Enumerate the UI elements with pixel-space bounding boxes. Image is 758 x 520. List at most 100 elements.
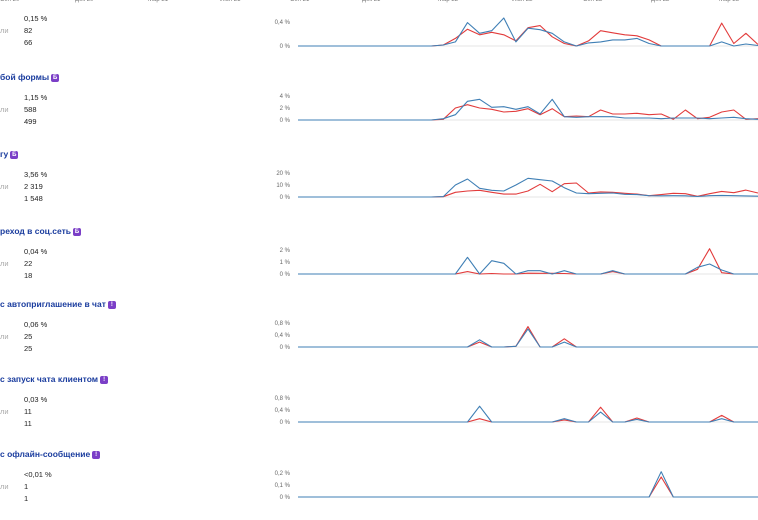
goal-metric-row: 1 548 bbox=[0, 194, 43, 203]
metric-value: 25 bbox=[24, 344, 33, 353]
metric-value: 22 bbox=[24, 259, 33, 268]
line-chart: 0 % 1 % 2 % bbox=[280, 248, 758, 278]
goal-metric-row: 3,56 % bbox=[0, 170, 47, 179]
metric-value: 11 bbox=[24, 407, 32, 416]
metric-value: 3,56 % bbox=[24, 170, 48, 179]
series-line-blue bbox=[298, 17, 758, 47]
goal-metric-row: 0,06 % bbox=[0, 320, 47, 329]
goal-metric-row: 66 bbox=[0, 38, 32, 47]
metric-label: ли bbox=[0, 407, 9, 416]
goal-block: с автоприглашение в чат! 0,06 % ли 25 25 0 % 0… bbox=[0, 295, 758, 365]
metric-value: 0,03 % bbox=[24, 395, 48, 404]
y-tick-label: 0,2 % bbox=[275, 471, 291, 477]
goal-title-text: реход в соц.сеть bbox=[0, 226, 71, 236]
goal-title[interactable]: с офлайн-сообщение! bbox=[0, 449, 101, 459]
y-tick-label: 0,8 % bbox=[275, 321, 291, 327]
goal-badge-icon: Б bbox=[72, 228, 81, 236]
goal-metric-row: 499 bbox=[0, 117, 37, 126]
metric-value: 1 548 bbox=[24, 194, 43, 203]
line-chart: 0 % 0,4 % 0,8 % bbox=[275, 321, 758, 351]
y-tick-label: 0 % bbox=[280, 44, 291, 50]
goal-block: гу Б 3,56 % ли 2 319 1 548 0 % 10 % 20 % bbox=[0, 145, 758, 215]
goal-title-text: с автоприглашение в чат bbox=[0, 299, 106, 309]
goal-badge-icon: ! bbox=[107, 301, 116, 309]
y-tick-label: 0 % bbox=[280, 272, 291, 278]
y-tick-label: 2 % bbox=[280, 106, 291, 112]
series-line-red bbox=[298, 22, 758, 47]
y-tick-label: 0,8 % bbox=[275, 396, 291, 402]
y-tick-label: 0,4 % bbox=[275, 408, 291, 414]
metric-value: 588 bbox=[24, 105, 37, 114]
goal-title[interactable]: гу Б bbox=[0, 149, 19, 159]
axis-tick-label: Мар 22 bbox=[438, 0, 459, 3]
metric-value: 66 bbox=[24, 38, 33, 47]
goal-metric-row: 18 bbox=[0, 271, 32, 280]
goal-metric-row: 1,15 % bbox=[0, 93, 47, 102]
y-tick-label: 10 % bbox=[276, 183, 290, 189]
goal-title[interactable]: бой формы Б bbox=[0, 72, 60, 82]
goal-chart: 0 % 10 % 20 % bbox=[258, 151, 758, 201]
y-tick-label: 0 % bbox=[280, 195, 291, 201]
goal-badge-icon: ! bbox=[100, 376, 109, 384]
y-tick-label: 4 % bbox=[280, 94, 291, 100]
goal-metric-row: ли 82 bbox=[0, 26, 32, 35]
metric-label: ли bbox=[0, 332, 9, 341]
goal-metric-row: 0,15 % bbox=[0, 14, 47, 23]
metric-value: 82 bbox=[24, 26, 33, 35]
goal-title[interactable]: реход в соц.сеть Б bbox=[0, 226, 81, 236]
goal-metric-row: ли 1 bbox=[0, 482, 28, 491]
goal-title-text: с офлайн-сообщение bbox=[0, 449, 91, 459]
goal-block: с запуск чата клиентом! 0,03 % ли 11 11 0 % 0,… bbox=[0, 370, 758, 440]
axis-tick-label: Сен 21 bbox=[290, 0, 310, 3]
goal-title-text: с запуск чата клиентом bbox=[0, 374, 99, 384]
goal-chart: 0 % 0,4 % bbox=[258, 0, 758, 50]
goal-badge-icon: Б bbox=[10, 151, 19, 159]
goal-title[interactable]: с автоприглашение в чат! bbox=[0, 299, 116, 309]
line-chart: 0 % 10 % 20 % bbox=[276, 171, 758, 201]
goal-block: с офлайн-сообщение! <0,01 % ли 1 1 0 % 0,1 % 0,… bbox=[0, 445, 758, 515]
metric-label: ли bbox=[0, 482, 9, 491]
goal-metric-row: ли 11 bbox=[0, 407, 32, 416]
series-line-red bbox=[298, 476, 758, 498]
goal-chart: 0 % 0,4 % 0,8 % bbox=[258, 376, 758, 426]
metric-label: ли bbox=[0, 182, 9, 191]
goal-metric-row: ли 2 319 bbox=[0, 182, 43, 191]
goal-metric-row: ли 22 bbox=[0, 259, 32, 268]
goal-chart: 0 % 1 % 2 % bbox=[258, 228, 758, 278]
metric-value: 18 bbox=[24, 271, 33, 280]
metric-label: ли bbox=[0, 105, 9, 114]
series-line-red bbox=[298, 182, 758, 198]
series-line-blue bbox=[298, 256, 758, 275]
y-tick-label: 0,4 % bbox=[275, 333, 291, 339]
y-tick-label: 20 % bbox=[276, 171, 290, 177]
y-tick-label: 0 % bbox=[280, 118, 291, 124]
line-chart: 0 % 2 % 4 % bbox=[280, 94, 758, 124]
goal-block: 0,15 % ли 82 66 0 % 0,4 % bbox=[0, 0, 758, 70]
goal-metric-row: 11 bbox=[0, 419, 32, 428]
goal-metric-row: ли 588 bbox=[0, 105, 37, 114]
metric-value: 0,15 % bbox=[24, 14, 48, 23]
goal-metric-row: ли 25 bbox=[0, 332, 32, 341]
goal-title[interactable]: с запуск чата клиентом! bbox=[0, 374, 109, 384]
goal-metric-row: 25 bbox=[0, 344, 32, 353]
metric-value: 0,04 % bbox=[24, 247, 48, 256]
series-line-blue bbox=[298, 177, 758, 198]
axis-tick-label: Мар 23 bbox=[719, 0, 740, 3]
metric-value: 499 bbox=[24, 117, 37, 126]
series-line-red bbox=[298, 406, 758, 423]
metric-value: 11 bbox=[24, 419, 32, 428]
goal-block: реход в соц.сеть Б 0,04 % ли 22 18 0 % 1 % 2 % bbox=[0, 222, 758, 292]
axis-tick-label: Дек 20 bbox=[75, 0, 94, 3]
axis-tick-label: Сен 20 bbox=[0, 0, 20, 3]
axis-tick-label: Сен 22 bbox=[583, 0, 603, 3]
metric-value: 0,06 % bbox=[24, 320, 48, 329]
metric-label: ли bbox=[0, 26, 9, 35]
metric-value: 1 bbox=[24, 494, 29, 503]
series-line-blue bbox=[298, 471, 758, 498]
goal-chart: 0 % 0,1 % 0,2 % bbox=[258, 451, 758, 501]
goal-metric-row: 0,03 % bbox=[0, 395, 47, 404]
goal-badge-icon: Б bbox=[51, 74, 60, 82]
series-line-blue bbox=[298, 328, 758, 348]
goal-chart: 0 % 0,4 % 0,8 % bbox=[258, 301, 758, 351]
metric-value: 2 319 bbox=[24, 182, 43, 191]
